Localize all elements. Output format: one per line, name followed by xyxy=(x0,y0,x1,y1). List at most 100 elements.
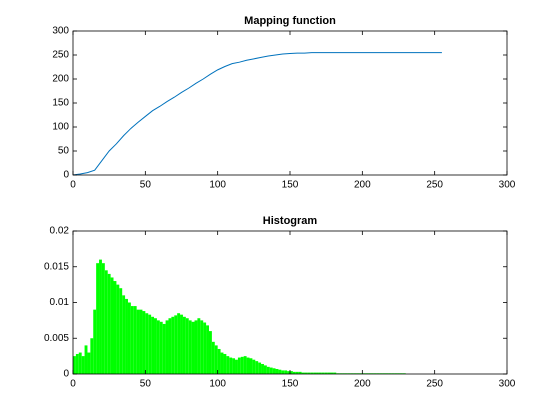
histogram-bar xyxy=(229,357,233,374)
histogram-bar xyxy=(174,315,178,374)
histogram-bar xyxy=(90,338,94,374)
histogram-bar xyxy=(101,263,105,374)
histogram-bar xyxy=(252,359,256,374)
x-tick-label: 50 xyxy=(140,379,152,390)
y-tick-label: 300 xyxy=(52,26,69,37)
histogram-bar xyxy=(168,318,172,374)
histogram-bar xyxy=(327,372,331,374)
x-tick-label: 100 xyxy=(209,180,226,191)
histogram-bar xyxy=(235,359,238,374)
histogram-bar xyxy=(177,313,181,374)
histogram-bar xyxy=(313,372,317,374)
x-tick-label: 150 xyxy=(282,379,299,390)
histogram-bar xyxy=(243,356,247,374)
histogram-bar xyxy=(263,365,267,374)
histogram-bar xyxy=(249,358,253,374)
histogram-bar xyxy=(223,353,227,374)
histogram-bar xyxy=(148,314,152,374)
y-tick-label: 0.015 xyxy=(44,261,69,272)
histogram-bar xyxy=(197,318,201,374)
histogram-bar xyxy=(206,325,209,374)
histogram-bar xyxy=(304,372,308,374)
y-tick-label: 0 xyxy=(63,369,69,380)
histogram-bar xyxy=(330,372,334,374)
histogram-bar xyxy=(116,284,120,374)
histogram-bar xyxy=(301,372,305,374)
histogram-bar xyxy=(75,353,79,374)
x-tick-label: 250 xyxy=(426,379,443,390)
histogram-bar xyxy=(188,320,192,374)
histogram-bar xyxy=(99,259,102,374)
histogram-bar xyxy=(226,356,230,374)
histogram-bar xyxy=(194,320,198,374)
histogram-bar xyxy=(214,345,218,374)
histogram-bar xyxy=(217,348,221,374)
histogram-bar xyxy=(78,352,82,374)
histogram-bar xyxy=(139,309,143,374)
histogram-bar xyxy=(266,366,270,374)
x-tick-label: 0 xyxy=(70,379,76,390)
histogram-bar xyxy=(333,372,337,374)
histogram-bar xyxy=(237,357,241,374)
histogram-bar xyxy=(73,356,76,374)
histogram-bar xyxy=(310,372,314,374)
histogram-bar xyxy=(110,277,114,374)
histogram-bar xyxy=(275,368,279,374)
histogram-bar xyxy=(154,318,157,374)
histogram-bar xyxy=(258,362,262,374)
histogram-bar xyxy=(125,298,128,374)
histogram-bar xyxy=(290,371,293,374)
histogram-bar xyxy=(255,361,259,374)
histogram-bar xyxy=(171,316,175,374)
line xyxy=(72,52,442,176)
x-tick-label: 300 xyxy=(499,379,516,390)
histogram-bar xyxy=(321,372,325,374)
histogram-bar xyxy=(278,369,282,374)
histogram-bar xyxy=(182,316,186,374)
histogram-bar xyxy=(151,316,155,374)
x-tick-label: 100 xyxy=(209,379,226,390)
histogram-bar xyxy=(316,372,319,374)
histogram-bar xyxy=(284,370,288,374)
x-tick-label: 0 xyxy=(70,180,76,191)
histogram-bar xyxy=(272,368,276,374)
x-tick-label: 200 xyxy=(354,180,371,191)
histogram-bar xyxy=(113,281,117,374)
histogram-bar xyxy=(107,273,111,374)
histogram-bar xyxy=(324,372,328,374)
histogram-bar xyxy=(87,352,91,374)
histogram-bar xyxy=(208,331,212,374)
histogram-bar xyxy=(200,320,204,374)
chart-title: Histogram xyxy=(263,215,318,227)
histogram-bar xyxy=(81,356,85,374)
y-tick-label: 200 xyxy=(52,74,69,85)
histogram-bar xyxy=(84,345,88,374)
histogram-bar xyxy=(122,295,126,374)
histogram-bar xyxy=(93,309,97,374)
y-tick-label: 50 xyxy=(58,146,70,157)
histogram-bar xyxy=(104,270,108,374)
histogram-bar xyxy=(142,311,146,374)
histogram-bar xyxy=(240,356,244,374)
histogram-bar xyxy=(261,363,264,374)
histogram-bar xyxy=(295,371,299,374)
y-tick-label: 0.02 xyxy=(50,226,70,237)
x-tick-label: 200 xyxy=(354,379,371,390)
histogram-bar xyxy=(127,302,131,374)
histogram-bar xyxy=(246,357,250,374)
histogram-bar xyxy=(133,306,137,374)
histogram-bar xyxy=(191,321,195,374)
y-tick-label: 150 xyxy=(52,98,69,109)
histogram-bar xyxy=(165,320,169,374)
histogram-bar xyxy=(130,306,134,374)
histogram-bar xyxy=(220,352,224,374)
histogram-bar xyxy=(298,371,302,374)
histogram-bar xyxy=(281,370,285,374)
histogram-bar xyxy=(287,371,290,374)
y-tick-label: 0.01 xyxy=(50,297,70,308)
histogram-bar xyxy=(145,313,149,374)
y-tick-label: 0.005 xyxy=(44,333,69,344)
histogram-bar xyxy=(156,320,160,374)
histogram-bar xyxy=(232,358,236,374)
